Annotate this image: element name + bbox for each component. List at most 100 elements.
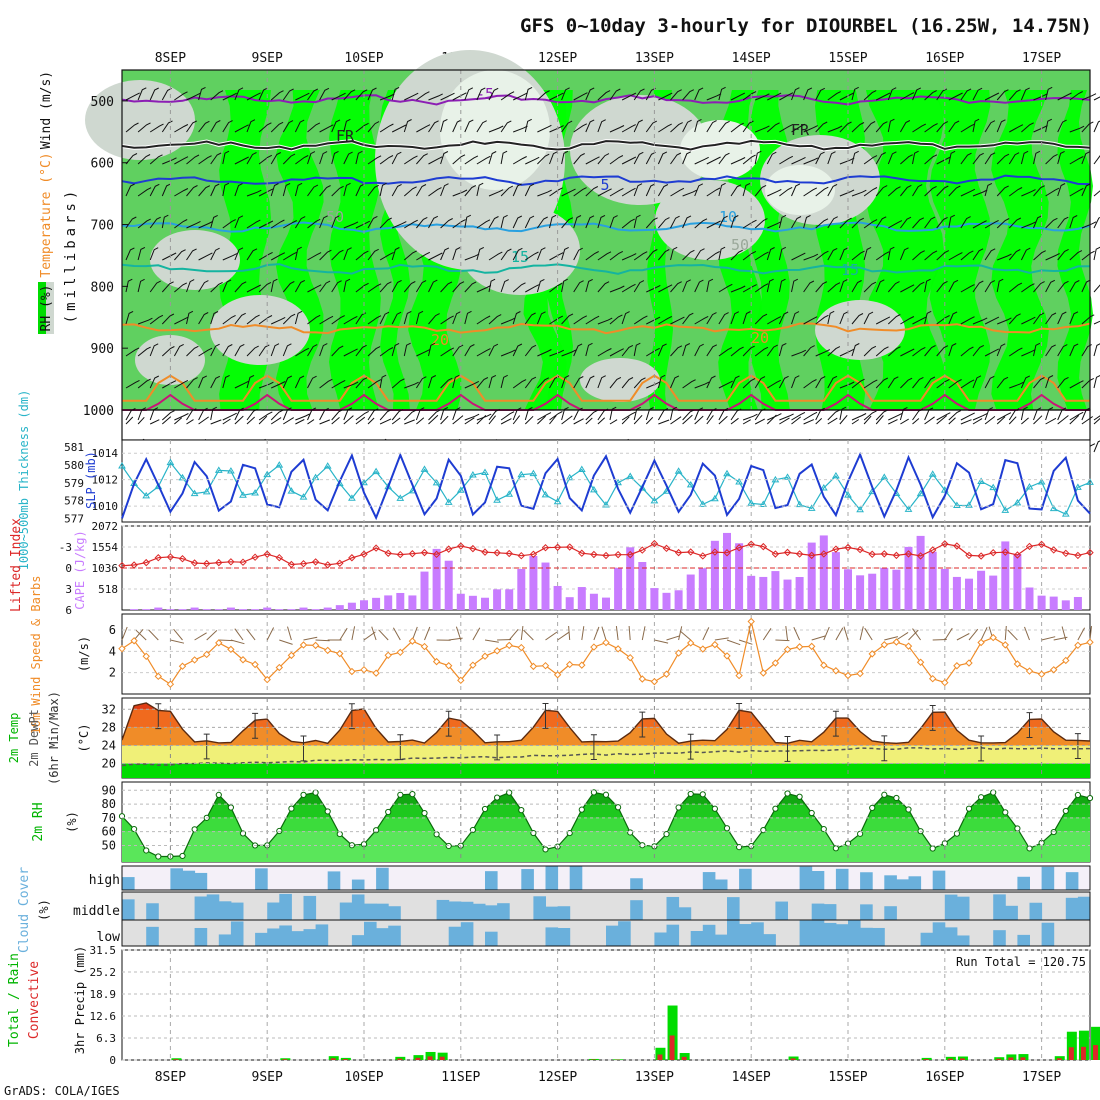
wind-barb (452, 92, 467, 101)
wind-barb (186, 408, 197, 421)
wind-barb (924, 216, 936, 229)
wind-barb (1008, 416, 1017, 425)
wind-barb (476, 285, 492, 293)
precip-convective-bar (657, 1054, 663, 1060)
wind-barb (827, 91, 841, 101)
wind-barb (137, 187, 152, 197)
thickness-marker (432, 478, 441, 486)
wind-barb (186, 279, 195, 293)
top-date-label: 17SEP (1022, 51, 1061, 66)
wind-barb (815, 418, 823, 425)
min-max-whisker (542, 703, 549, 729)
wind-barb (851, 86, 859, 101)
rh-marker (397, 791, 404, 798)
wind-barb (742, 154, 756, 165)
min-max-whisker (397, 734, 404, 761)
wind-barb (1007, 629, 1018, 641)
contour-label: 10 (719, 208, 737, 226)
wind-barb (367, 87, 377, 101)
wind-barb (839, 92, 854, 101)
wind-barb (839, 189, 855, 197)
wind-barb (694, 118, 702, 133)
wind-barb (875, 121, 888, 133)
thickness-marker (227, 467, 235, 474)
y-tick-label: 900 (91, 342, 114, 357)
cape-bar (989, 575, 998, 610)
wind-barb (258, 122, 272, 133)
wind-barb (948, 410, 962, 421)
wind-barb (270, 409, 284, 421)
wind-speed-marker (384, 651, 392, 660)
cloud-cell (799, 920, 813, 946)
precip-convective-bar (959, 1058, 965, 1060)
wind-speed-marker (699, 645, 707, 653)
wind-barb (585, 342, 593, 357)
rh-marker (191, 826, 198, 833)
wind-barb (1045, 187, 1060, 197)
wind-barb (524, 344, 537, 357)
wind-barb (621, 124, 636, 133)
wind-barb (633, 342, 641, 357)
wind-barb (428, 215, 439, 229)
wind-barb (851, 150, 859, 165)
cape-tick-label: 2072 (92, 520, 119, 533)
wind-barb (524, 215, 535, 229)
wind-barb (331, 280, 342, 293)
wind-barb (573, 92, 588, 101)
wind-barb (270, 343, 280, 357)
wind-barb (670, 89, 682, 101)
temp-tick-label: 24 (102, 738, 116, 752)
wind-barb (536, 311, 546, 325)
wind-barb (1033, 93, 1048, 101)
wind-barb (657, 374, 666, 389)
wind-barb (875, 152, 886, 165)
wind-barb (609, 250, 624, 261)
wind-barb (646, 347, 660, 357)
thickness-marker (529, 469, 538, 477)
wind-barb (161, 313, 175, 325)
wind-barb (670, 215, 680, 229)
wind-barb (148, 629, 159, 641)
wind-barb (658, 315, 673, 325)
wind-barb (1069, 280, 1080, 293)
wind-barb (549, 214, 557, 229)
wind-barb (718, 380, 733, 389)
lifted-index-marker (977, 552, 985, 560)
wind-barb (331, 409, 344, 421)
wind-barb (972, 220, 987, 229)
wind-barb (222, 219, 236, 229)
thickness-marker (1025, 483, 1034, 490)
rh-marker (179, 852, 186, 860)
thickness-marker (251, 489, 259, 496)
wind-barb (149, 123, 164, 133)
wind-barb (218, 639, 233, 642)
thickness-marker (565, 473, 574, 481)
rh-marker (965, 805, 973, 812)
wind-barb (537, 189, 552, 197)
wind-barb (936, 250, 950, 261)
precip-convective-bar (173, 1059, 179, 1060)
wind-barb (1093, 374, 1100, 389)
temp-tick-label: 32 (102, 702, 116, 716)
lifted-index-marker (505, 549, 513, 558)
wind-barb (464, 185, 477, 197)
wind-barb (415, 376, 427, 389)
cape-bar (589, 593, 598, 610)
wind-barb (488, 87, 499, 101)
wind-barb (549, 315, 564, 325)
rh-tick-label: 70 (102, 811, 116, 825)
wind-barb (561, 375, 570, 389)
cloud-cell (993, 894, 1006, 920)
wind-barb (545, 631, 558, 641)
cape-bar (783, 579, 792, 610)
wind-barb (839, 414, 848, 425)
wind-barb (319, 419, 330, 425)
wind-barb (428, 156, 443, 165)
wind-barb (851, 250, 865, 261)
wind-barb (149, 375, 160, 389)
wind-barb (174, 249, 186, 261)
lifted-index-marker (686, 548, 695, 556)
wind-barb (411, 626, 418, 641)
wind-barb (343, 118, 351, 133)
